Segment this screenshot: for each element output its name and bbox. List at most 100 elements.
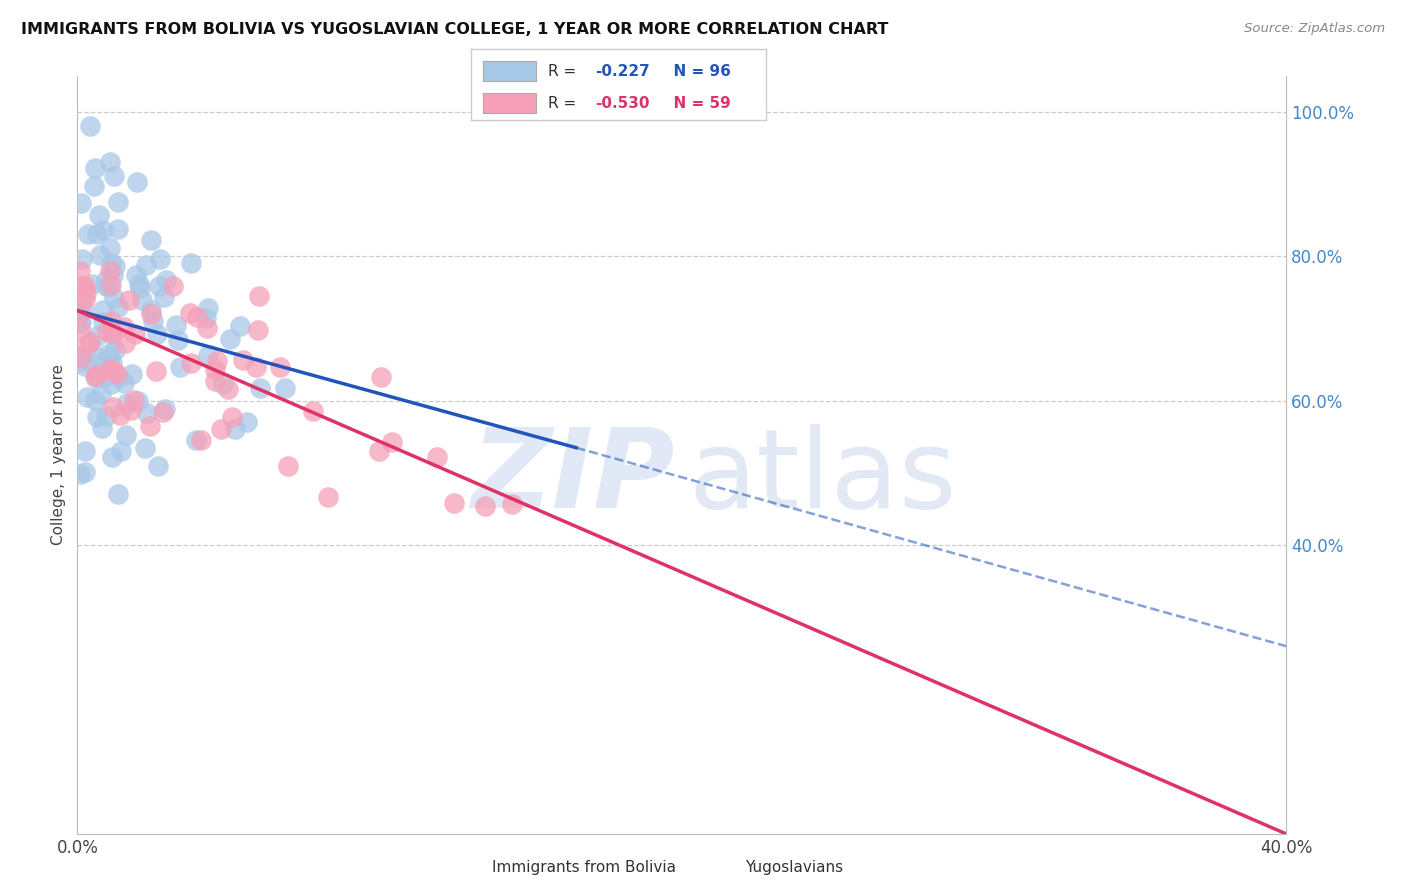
Point — [77, 227, 100, 241]
Point — [121, 368, 143, 382]
Point — [100, 278, 122, 293]
Point — [69, 322, 91, 336]
Point — [212, 376, 235, 391]
Point — [96, 279, 118, 293]
Point — [75, 359, 97, 373]
Point — [101, 450, 124, 464]
Point — [139, 302, 162, 317]
Point — [179, 305, 201, 319]
Point — [69, 264, 91, 278]
Point — [370, 370, 392, 384]
Point — [101, 400, 124, 414]
Point — [221, 409, 243, 424]
Text: Yugoslavians: Yugoslavians — [745, 861, 844, 875]
Point — [96, 368, 118, 383]
Point — [103, 169, 125, 183]
Point — [103, 291, 125, 305]
Point — [86, 409, 108, 424]
Point — [86, 227, 108, 242]
Point — [76, 390, 98, 404]
Point — [269, 360, 291, 375]
Point — [73, 278, 96, 293]
Text: Source: ZipAtlas.com: Source: ZipAtlas.com — [1244, 22, 1385, 36]
Point — [80, 277, 103, 291]
Point — [368, 444, 391, 458]
Point — [75, 444, 97, 458]
Point — [180, 255, 202, 269]
Point — [184, 433, 207, 447]
Point — [108, 369, 131, 384]
Point — [117, 395, 139, 409]
Point — [274, 381, 297, 395]
Point — [474, 499, 496, 513]
Point — [180, 356, 202, 370]
Point — [381, 434, 404, 449]
Point — [73, 465, 96, 479]
Point — [118, 293, 141, 307]
Point — [148, 459, 170, 474]
Point — [101, 364, 124, 378]
Point — [141, 307, 163, 321]
Point — [100, 376, 122, 391]
Point — [204, 374, 226, 388]
Point — [186, 310, 208, 324]
Point — [100, 326, 122, 340]
Point — [93, 315, 115, 329]
Point — [136, 406, 159, 420]
Point — [87, 209, 110, 223]
Point — [245, 359, 267, 374]
Point — [69, 349, 91, 363]
Text: ZIP: ZIP — [472, 425, 676, 531]
Point — [169, 359, 191, 374]
Point — [79, 120, 101, 134]
Point — [426, 450, 449, 464]
Point — [232, 353, 254, 368]
Point — [204, 363, 226, 377]
Text: -0.530: -0.530 — [595, 95, 650, 111]
Point — [249, 381, 271, 395]
Point — [80, 356, 103, 370]
Point — [79, 335, 101, 350]
Point — [246, 323, 269, 337]
Text: N = 96: N = 96 — [664, 63, 731, 78]
Point — [101, 268, 124, 282]
Point — [108, 408, 131, 422]
Point — [107, 194, 129, 209]
Point — [98, 264, 121, 278]
Point — [100, 256, 122, 270]
Point — [90, 387, 112, 401]
Point — [89, 247, 111, 261]
Point — [139, 233, 162, 247]
Point — [195, 321, 218, 335]
Text: -0.227: -0.227 — [595, 63, 650, 78]
Point — [235, 415, 257, 429]
Point — [277, 459, 299, 474]
Point — [139, 418, 162, 433]
Point — [149, 252, 172, 267]
Point — [190, 434, 212, 448]
Point — [70, 315, 93, 329]
Text: N = 59: N = 59 — [664, 95, 731, 111]
Point — [148, 279, 170, 293]
Point — [84, 161, 107, 175]
Point — [134, 442, 156, 456]
Point — [70, 279, 93, 293]
Point — [247, 289, 270, 303]
Point — [98, 350, 121, 364]
Point — [124, 268, 146, 282]
Point — [97, 279, 120, 293]
Point — [70, 252, 93, 266]
Point — [115, 428, 138, 442]
Point — [87, 350, 110, 364]
Point — [124, 326, 146, 341]
Point — [153, 402, 176, 417]
Point — [142, 314, 165, 328]
Point — [76, 337, 98, 351]
Point — [98, 241, 121, 255]
Point — [101, 328, 124, 343]
Point — [84, 369, 107, 384]
Point — [301, 404, 323, 418]
Point — [114, 336, 136, 351]
Point — [229, 319, 252, 334]
Text: Immigrants from Bolivia: Immigrants from Bolivia — [492, 861, 676, 875]
